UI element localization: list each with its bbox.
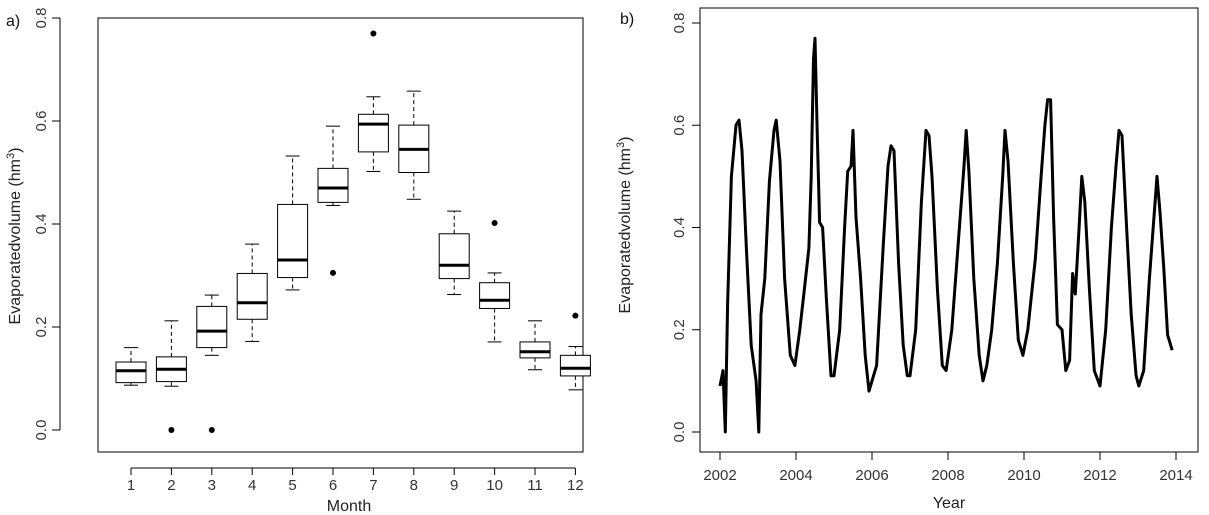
- box-4: [236, 243, 268, 342]
- boxplot-y-tick-label: 0.0: [33, 420, 50, 441]
- outlier-point: [491, 219, 498, 226]
- timeseries-panel: b) 0.00.20.40.60.8 2002 2004 2006 2008 2010 2…: [615, 7, 1199, 512]
- timeseries-frame: [699, 7, 1199, 453]
- outlier-point: [330, 269, 336, 276]
- timeseries-y-axis: 0.0 0.2 0.4 0.6 0.8: [671, 13, 701, 443]
- boxplot-y-axis: 0.0 0.2 0.4 0.6 0.8: [33, 8, 61, 441]
- box-iqr: [479, 282, 511, 309]
- boxplot-x-label: Month: [327, 498, 371, 515]
- timeseries-x-tick-label: 2006: [855, 467, 888, 484]
- box-2: [155, 320, 187, 433]
- box-iqr: [357, 113, 389, 153]
- boxplot-y-tick-label: 0.2: [33, 317, 50, 338]
- timeseries-y-tick-label: 0.2: [671, 319, 688, 340]
- boxplot-x-tick-label: 8: [410, 477, 418, 494]
- outlier-point: [370, 30, 377, 37]
- box-10: [479, 219, 511, 343]
- panel-a-label: a): [6, 13, 20, 30]
- box-1: [115, 347, 147, 386]
- box-6: [317, 125, 349, 276]
- timeseries-y-tick-label: 0.0: [671, 422, 688, 443]
- box-iqr: [277, 203, 309, 279]
- box-iqr: [438, 233, 470, 280]
- boxplot-panel: a) 0.00.20.40.60.8 1 2 3 4 5 6 7 8 9 10 11 12 Month…: [5, 8, 591, 515]
- timeseries-line: [718, 36, 1174, 434]
- boxplot-x-tick-label: 6: [329, 477, 337, 494]
- box-9: [438, 210, 470, 296]
- boxplot-x-tick-label: 5: [288, 477, 296, 494]
- outlier-point: [168, 427, 175, 433]
- boxplot-x-tick-label: 2: [167, 477, 175, 494]
- boxplot-x-tick-label: 1: [127, 477, 135, 494]
- timeseries-x-tick-label: 2014: [1159, 467, 1192, 484]
- box-8: [398, 90, 430, 200]
- box-iqr: [519, 341, 551, 359]
- boxplot-x-tick-label: 7: [369, 477, 377, 494]
- boxplot-y-tick-label: 0.8: [33, 8, 50, 29]
- timeseries-x-label: Year: [933, 495, 966, 512]
- boxplot-boxes: [115, 30, 591, 433]
- box-iqr: [115, 361, 147, 384]
- box-5: [277, 155, 309, 291]
- boxplot-x-tick-label: 4: [248, 477, 256, 494]
- boxplot-x-tick-label: 3: [208, 477, 216, 494]
- box-3: [196, 294, 228, 433]
- box-12: [559, 312, 591, 391]
- boxplot-x-axis: 1 2 3 4 5 6 7 8 9 10 11 12: [127, 467, 584, 494]
- box-iqr: [236, 272, 268, 320]
- timeseries-y-label: Evaporatedvolume (hm3): [615, 137, 634, 314]
- box-11: [519, 320, 551, 371]
- box-iqr: [559, 354, 591, 377]
- outlier-point: [208, 427, 215, 433]
- timeseries-y-tick-label: 0.8: [671, 13, 688, 34]
- boxplot-frame: [97, 17, 584, 453]
- timeseries-y-tick-label: 0.6: [671, 115, 688, 136]
- boxplot-x-tick-label: 12: [567, 477, 584, 494]
- box-iqr: [317, 167, 349, 203]
- timeseries-x-tick-label: 2004: [779, 467, 812, 484]
- box-iqr: [196, 305, 228, 349]
- timeseries-y-tick-label: 0.4: [671, 217, 688, 238]
- timeseries-x-tick-label: 2002: [703, 467, 736, 484]
- timeseries-x-axis: 2002 2004 2006 2008 2010 2012 2014: [703, 451, 1193, 484]
- boxplot-y-label: Evaporatedvolume (hm3): [5, 148, 24, 325]
- boxplot-x-tick-label: 10: [486, 477, 503, 494]
- timeseries-x-tick-label: 2008: [931, 467, 964, 484]
- box-7: [357, 30, 389, 172]
- boxplot-x-tick-label: 9: [450, 477, 458, 494]
- panel-b-label: b): [620, 11, 634, 28]
- boxplot-x-tick-label: 11: [527, 477, 543, 494]
- timeseries-x-tick-label: 2010: [1007, 467, 1040, 484]
- outlier-point: [572, 312, 579, 319]
- boxplot-y-tick-label: 0.4: [33, 214, 50, 235]
- timeseries-x-tick-label: 2012: [1083, 467, 1116, 484]
- boxplot-y-tick-label: 0.6: [33, 111, 50, 132]
